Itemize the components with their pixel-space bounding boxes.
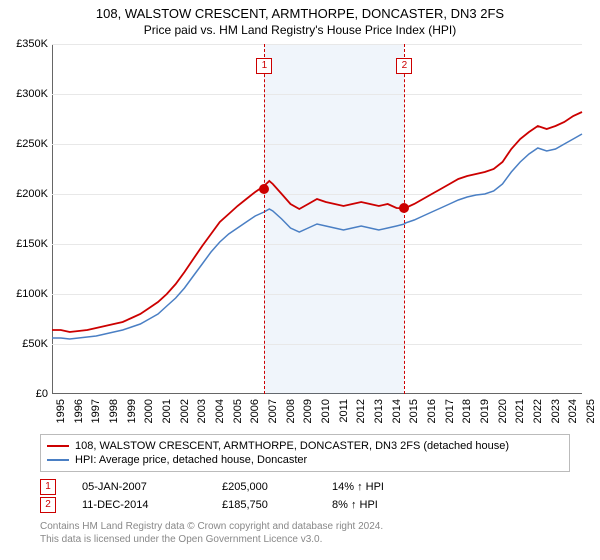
x-tick-label: 2001 (161, 399, 173, 423)
x-tick-label: 2008 (285, 399, 297, 423)
x-tick-label: 2023 (550, 399, 562, 423)
footer-line2: This data is licensed under the Open Gov… (40, 533, 383, 546)
y-tick-label: £50K (3, 338, 48, 350)
x-tick-label: 1999 (126, 399, 138, 423)
chart-subtitle: Price paid vs. HM Land Registry's House … (0, 21, 600, 37)
sales-table: 1 05-JAN-2007 £205,000 14% ↑ HPI 2 11-DE… (40, 478, 570, 514)
marker-dot (399, 203, 409, 213)
x-tick-label: 2002 (179, 399, 191, 423)
x-tick-label: 2006 (249, 399, 261, 423)
y-tick-label: £100K (3, 288, 48, 300)
sale-row: 2 11-DEC-2014 £185,750 8% ↑ HPI (40, 496, 570, 514)
sale-row: 1 05-JAN-2007 £205,000 14% ↑ HPI (40, 478, 570, 496)
x-tick-label: 2015 (408, 399, 420, 423)
y-tick-label: £300K (3, 88, 48, 100)
chart-container: 108, WALSTOW CRESCENT, ARMTHORPE, DONCAS… (0, 0, 600, 560)
attribution-footer: Contains HM Land Registry data © Crown c… (40, 520, 383, 546)
legend-swatch-property (47, 445, 69, 447)
legend-label-property: 108, WALSTOW CRESCENT, ARMTHORPE, DONCAS… (75, 440, 509, 452)
legend-item-hpi: HPI: Average price, detached house, Donc… (47, 453, 563, 467)
x-tick-label: 2020 (497, 399, 509, 423)
y-tick-label: £200K (3, 188, 48, 200)
marker-badge: 2 (396, 58, 412, 74)
y-tick-label: £150K (3, 238, 48, 250)
x-tick-label: 2009 (302, 399, 314, 423)
y-tick-label: £250K (3, 138, 48, 150)
legend-item-property: 108, WALSTOW CRESCENT, ARMTHORPE, DONCAS… (47, 439, 563, 453)
x-tick-label: 2007 (267, 399, 279, 423)
footer-line1: Contains HM Land Registry data © Crown c… (40, 520, 383, 533)
legend-label-hpi: HPI: Average price, detached house, Donc… (75, 454, 307, 466)
x-tick-label: 2011 (338, 399, 350, 423)
sale-price: £205,000 (222, 481, 332, 493)
x-tick-label: 2018 (461, 399, 473, 423)
sale-index-badge: 2 (40, 497, 56, 513)
x-tick-label: 2004 (214, 399, 226, 423)
y-tick-label: £350K (3, 38, 48, 50)
marker-dot (259, 184, 269, 194)
marker-badge: 1 (256, 58, 272, 74)
x-tick-label: 2003 (196, 399, 208, 423)
x-tick-label: 2019 (479, 399, 491, 423)
y-tick-label: £0 (3, 388, 48, 400)
x-tick-label: 1997 (90, 399, 102, 423)
x-tick-label: 1996 (73, 399, 85, 423)
x-tick-label: 1998 (108, 399, 120, 423)
sale-index-badge: 1 (40, 479, 56, 495)
plot-area: 12 £0£50K£100K£150K£200K£250K£300K£350K (52, 44, 582, 394)
x-tick-label: 2025 (585, 399, 597, 423)
legend: 108, WALSTOW CRESCENT, ARMTHORPE, DONCAS… (40, 434, 570, 472)
x-tick-label: 2012 (355, 399, 367, 423)
x-tick-label: 2010 (320, 399, 332, 423)
series-line-property (52, 112, 582, 332)
sale-diff: 14% ↑ HPI (332, 481, 570, 493)
x-tick-label: 2021 (514, 399, 526, 423)
x-axis-labels: 1995 1996 1997 1998 1999 2000 2001 2002 2003 2004… (52, 394, 582, 424)
x-tick-label: 2014 (391, 399, 403, 423)
x-tick-label: 2005 (232, 399, 244, 423)
x-tick-label: 2022 (532, 399, 544, 423)
x-tick-label: 1995 (55, 399, 67, 423)
sale-date: 11-DEC-2014 (82, 499, 222, 511)
sale-diff: 8% ↑ HPI (332, 499, 570, 511)
x-tick-label: 2000 (143, 399, 155, 423)
legend-swatch-hpi (47, 459, 69, 461)
x-tick-label: 2016 (426, 399, 438, 423)
series-line-hpi (52, 134, 582, 339)
chart-title-address: 108, WALSTOW CRESCENT, ARMTHORPE, DONCAS… (0, 0, 600, 21)
sale-date: 05-JAN-2007 (82, 481, 222, 493)
x-tick-label: 2017 (444, 399, 456, 423)
line-series (52, 44, 582, 394)
x-tick-label: 2013 (373, 399, 385, 423)
sale-price: £185,750 (222, 499, 332, 511)
x-tick-label: 2024 (567, 399, 579, 423)
